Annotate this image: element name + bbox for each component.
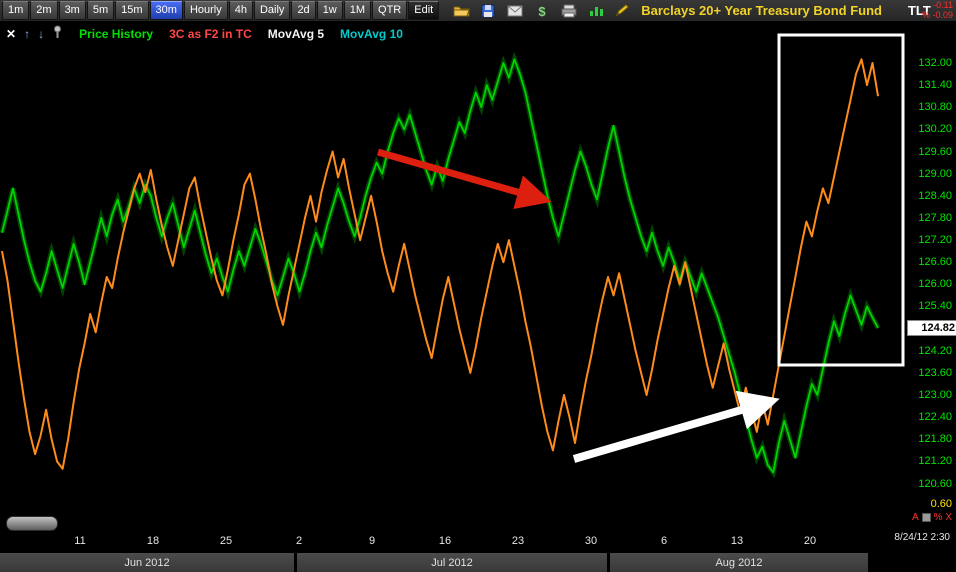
price-chart[interactable] <box>0 46 905 505</box>
timeframe-4h[interactable]: 4h <box>228 1 253 20</box>
y-tick: 127.20 <box>918 234 952 247</box>
timeframe-buttons: 1m 2m 3m 5m 15m 30m Hourly 4h Daily 2d 1w 1M QTR Edit <box>2 1 440 20</box>
x-tick: 20 <box>803 535 817 547</box>
x-tick: 2 <box>295 535 303 547</box>
x-tick: 6 <box>660 535 668 547</box>
ticker-symbol: TLT <box>907 3 931 18</box>
month-axis: Jun 2012 Jul 2012 Aug 2012 <box>0 553 956 572</box>
y-tick: 124.20 <box>918 344 952 357</box>
timeframe-2d[interactable]: 2d <box>291 1 316 20</box>
x-tick: 13 <box>730 535 744 547</box>
move-up-icon[interactable]: ↑ <box>24 27 31 41</box>
y-tick: 128.40 <box>918 189 952 202</box>
indicator-legend-row: ✕ ↑ ↓ Price History 3C as F2 in TC MovAvg … <box>0 22 956 46</box>
y-tick: 127.80 <box>918 211 952 224</box>
y-tick: 131.40 <box>918 79 952 92</box>
timeframe-1w[interactable]: 1w <box>316 1 343 20</box>
scale-arithmetic-toggle[interactable]: A <box>911 512 919 523</box>
toolbar-icons: $ <box>452 3 605 19</box>
folder-icon[interactable] <box>452 3 470 19</box>
y-tick: 120.60 <box>918 477 952 490</box>
scale-percent-close-toggle[interactable]: % X <box>933 512 952 523</box>
y-tick: 125.40 <box>918 300 952 313</box>
pin-icon[interactable] <box>52 25 63 44</box>
email-icon[interactable] <box>506 3 524 19</box>
x-tick: 23 <box>511 535 525 547</box>
fund-title: Barclays 20+ Year Treasury Bond Fund <box>641 3 882 18</box>
x-tick: 30 <box>584 535 598 547</box>
legend-price-history[interactable]: Price History <box>79 27 154 41</box>
timeframe-1m[interactable]: 1M <box>343 1 372 20</box>
timeframe-qtr[interactable]: QTR <box>372 1 408 20</box>
change-value: -0.11 <box>933 0 953 10</box>
timeframe-1m[interactable]: 1m <box>2 1 30 20</box>
x-tick: 9 <box>368 535 376 547</box>
month-band-jul-2012: Jul 2012 <box>297 553 607 572</box>
timeframe-15m[interactable]: 15m <box>115 1 149 20</box>
timeframe-daily[interactable]: Daily <box>253 1 291 20</box>
month-band-aug-2012: Aug 2012 <box>610 553 868 572</box>
price-change-readout: -0.11 % -0.09 <box>922 0 953 20</box>
change-percent: % -0.09 <box>921 10 953 20</box>
y-tick: 123.60 <box>918 366 952 379</box>
y-tick: 126.60 <box>918 256 952 269</box>
timeframe-3m[interactable]: 3m <box>58 1 86 20</box>
timeframe-edit[interactable]: Edit <box>408 1 440 20</box>
x-tick: 25 <box>219 535 233 547</box>
y-tick: 126.00 <box>918 278 952 291</box>
y-tick: 129.60 <box>918 145 952 158</box>
legend-3c-as-f2-in-tc[interactable]: 3C as F2 in TC <box>169 27 252 41</box>
scale-box-icon[interactable] <box>921 513 931 522</box>
current-price-tag: 124.82 <box>907 319 956 336</box>
x-tick: 11 <box>74 535 86 547</box>
last-bar-timestamp: 8/24/12 2:30 <box>894 532 950 543</box>
x-tick: 18 <box>146 535 160 547</box>
close-icon[interactable]: ✕ <box>6 27 17 41</box>
legend-movavg-10[interactable]: MovAvg 10 <box>340 27 403 41</box>
print-icon[interactable] <box>560 3 578 19</box>
save-icon[interactable] <box>479 3 497 19</box>
timeframe-hourly[interactable]: Hourly <box>183 1 228 20</box>
series-3c-as-f2-in-tc <box>1 58 879 470</box>
y-tick: 129.00 <box>918 167 952 180</box>
y-tick: 123.00 <box>918 389 952 402</box>
x-tick: 16 <box>438 535 452 547</box>
main-toolbar: 1m 2m 3m 5m 15m 30m Hourly 4h Daily 2d 1w 1M QTR Edit… <box>0 0 956 22</box>
pencil-icon[interactable] <box>613 3 631 19</box>
chart-series-svg <box>0 51 881 479</box>
legend-items: Price History 3C as F2 in TC MovAvg 5 MovAv… <box>79 27 403 41</box>
y-tick: 121.80 <box>918 433 952 446</box>
axis-scale-controls[interactable]: A % X <box>912 512 952 523</box>
y-tick: 130.80 <box>918 101 952 114</box>
y-tick: 132.00 <box>918 56 952 69</box>
y-tick: 130.20 <box>918 123 952 136</box>
timeframe-5m[interactable]: 5m <box>86 1 115 20</box>
dollar-icon[interactable]: $ <box>533 3 551 19</box>
price-axis: 124.82 132.00 131.40 130.80 130.20 129.60 129… <box>905 46 956 516</box>
move-down-icon[interactable]: ↓ <box>38 27 45 41</box>
bar-chart-icon[interactable] <box>587 3 605 19</box>
date-axis: 11 18 25 2 9 16 23 30 6 13 20 <box>0 533 905 552</box>
y-tick: 122.40 <box>918 411 952 424</box>
axis-increment: 0.60 <box>930 498 952 510</box>
y-tick: 121.20 <box>918 455 952 468</box>
horizontal-scrollbar-thumb[interactable] <box>6 516 58 531</box>
legend-movavg-5[interactable]: MovAvg 5 <box>267 27 325 41</box>
timeframe-30m[interactable]: 30m <box>149 1 183 20</box>
timeframe-2m[interactable]: 2m <box>30 1 58 20</box>
svg-text:$: $ <box>539 4 547 18</box>
month-band-jun-2012: Jun 2012 <box>0 553 294 572</box>
